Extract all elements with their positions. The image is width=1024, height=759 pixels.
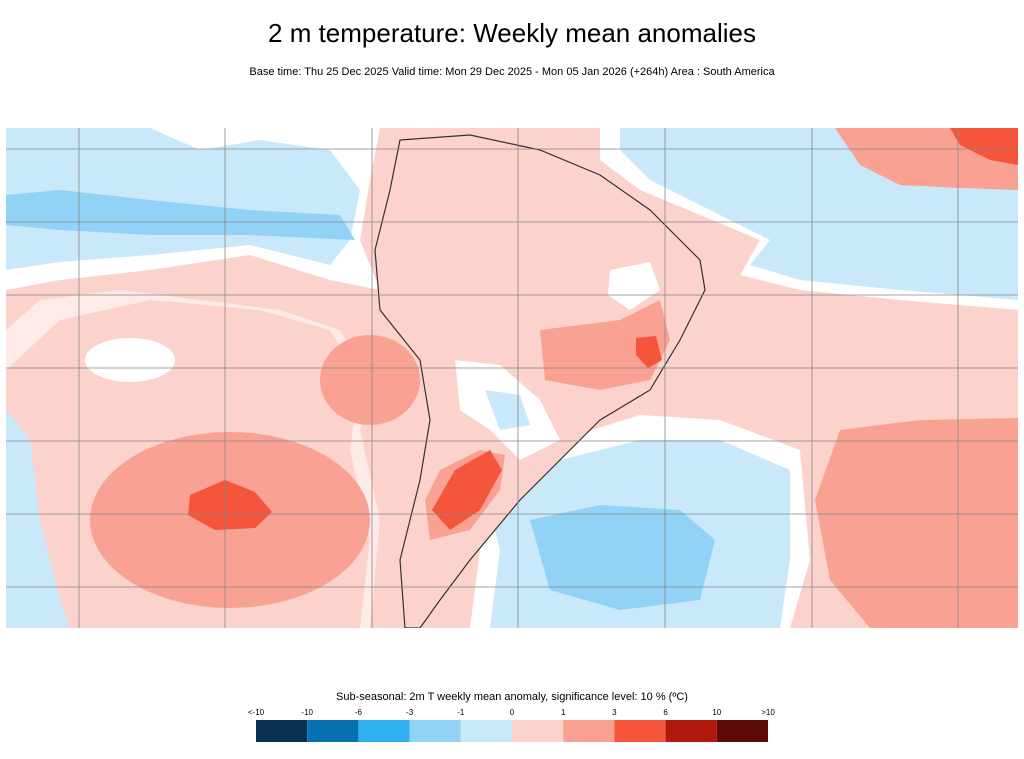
hot-zone (636, 336, 662, 368)
hot-zone (950, 128, 1018, 165)
cool-zone (6, 410, 70, 628)
white-zone (608, 262, 660, 310)
colorbar-swatch (256, 720, 308, 742)
warm-zone (320, 335, 420, 425)
colorbar-swatch (665, 720, 717, 742)
hot-zone (432, 450, 502, 530)
colorbar-label: -10 (301, 708, 313, 717)
colorbar-label: 3 (612, 708, 617, 717)
colorbar-label: 1 (561, 708, 566, 717)
white-zone (85, 338, 175, 382)
colorbar-swatch (614, 720, 666, 742)
colorbar-swatch (358, 720, 410, 742)
colorbar-label: 0 (510, 708, 515, 717)
colorbar-label: 10 (712, 708, 721, 717)
colorbar-label: -1 (457, 708, 465, 717)
colorbar-swatch (716, 720, 768, 742)
colorbar-label: >10 (761, 708, 775, 717)
legend-title: Sub-seasonal: 2m T weekly mean anomaly, … (336, 691, 688, 703)
colorbar-swatch (563, 720, 615, 742)
colorbar-label: -6 (355, 708, 363, 717)
subtitle: Base time: Thu 25 Dec 2025 Valid time: M… (249, 66, 775, 78)
warm-zone (540, 300, 670, 390)
graticule (6, 128, 1018, 628)
colorbar-label: <-10 (248, 708, 265, 717)
colorbar-swatch (460, 720, 512, 742)
colorbar-swatch (512, 720, 564, 742)
colorbar: <-10 -10 -6 -3 -1 0 1 3 6 10 >10 (248, 708, 775, 742)
warm-zone (815, 418, 1018, 628)
colorbar-swatch (409, 720, 461, 742)
colorbar-label: 6 (663, 708, 668, 717)
map (6, 128, 1018, 628)
cold-zone (530, 505, 715, 610)
colorbar-label: -3 (406, 708, 414, 717)
cool-zone (485, 390, 530, 430)
hot-zone (188, 480, 272, 530)
cold-zone (6, 190, 355, 240)
colorbar-swatch (307, 720, 359, 742)
title: 2 m temperature: Weekly mean anomalies (268, 18, 756, 48)
